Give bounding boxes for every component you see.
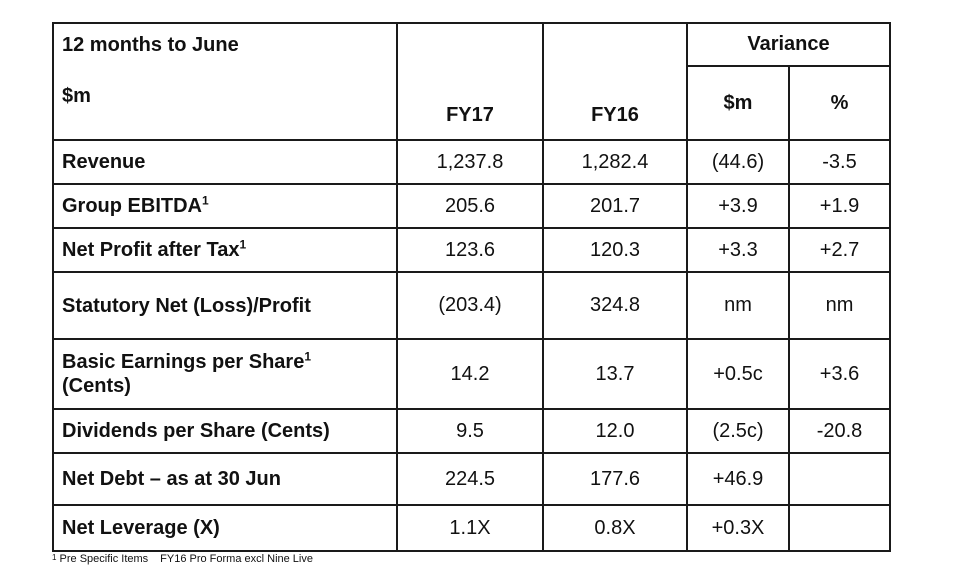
unit-label: $m <box>62 85 91 107</box>
variance-dollar-value: (2.5c) <box>686 408 790 454</box>
period-header-cell: 12 months to June $m <box>52 22 398 141</box>
fy17-value: 205.6 <box>396 183 544 229</box>
table-row: Net Leverage (X) 1.1X 0.8X +0.3X <box>52 504 892 552</box>
table-row: Net Debt – as at 30 Jun 224.5 177.6 +46.… <box>52 452 892 506</box>
row-label: Basic Earnings per Share1 (Cents) <box>52 338 398 410</box>
variance-percent-value: +2.7 <box>787 227 892 273</box>
variance-header: Variance <box>685 22 892 67</box>
fy17-value: 1.1X <box>396 504 544 552</box>
fy16-value: 120.3 <box>542 227 688 273</box>
fy16-value: 1,282.4 <box>542 139 688 185</box>
variance-percent-value: +1.9 <box>787 183 892 229</box>
fy17-value: 224.5 <box>396 452 544 506</box>
row-label: Net Debt – as at 30 Jun <box>52 452 398 506</box>
variance-percent-value: -3.5 <box>787 139 892 185</box>
footnote-text-2: FY16 Pro Forma excl Nine Live <box>160 553 313 565</box>
table-row: Basic Earnings per Share1 (Cents) 14.2 13… <box>52 338 892 410</box>
fy16-value: 13.7 <box>542 338 688 410</box>
table-row: Revenue 1,237.8 1,282.4 (44.6) -3.5 <box>52 139 892 185</box>
table-row: Net Profit after Tax1 123.6 120.3 +3.3 +… <box>52 227 892 273</box>
variance-percent-value: nm <box>787 271 892 340</box>
variance-dollar-value: (44.6) <box>686 139 790 185</box>
financial-summary-table: 12 months to June $m FY17 FY16 Variance … <box>52 22 892 552</box>
table-row: Group EBITDA1 205.6 201.7 +3.9 +1.9 <box>52 183 892 229</box>
footnote-marker: 1 <box>239 237 247 252</box>
footnote: 1 Pre Specific Items FY16 Pro Forma excl … <box>52 553 313 565</box>
footnote-text-1: Pre Specific Items <box>59 553 149 565</box>
variance-dollar-value: +3.3 <box>686 227 790 273</box>
fy16-value: 201.7 <box>542 183 688 229</box>
header-row-1: 12 months to June $m FY17 FY16 Variance <box>52 22 892 141</box>
header-row-2: $m % <box>53 65 892 141</box>
variance-percent-value <box>787 504 892 552</box>
variance-dollar-header: $m <box>686 65 790 141</box>
row-label: Revenue <box>52 139 398 185</box>
fy17-value: 123.6 <box>396 227 544 273</box>
row-label: Net Leverage (X) <box>52 504 398 552</box>
row-label: Dividends per Share (Cents) <box>52 408 398 454</box>
fy16-value: 0.8X <box>542 504 688 552</box>
variance-dollar-value: nm <box>686 271 790 340</box>
row-label: Net Profit after Tax1 <box>52 227 398 273</box>
variance-percent-header: % <box>787 65 892 141</box>
table-row: Dividends per Share (Cents) 9.5 12.0 (2.… <box>52 408 892 454</box>
variance-percent-value: -20.8 <box>787 408 892 454</box>
table-row: Statutory Net (Loss)/Profit (203.4) 324.… <box>52 271 892 340</box>
footnote-marker: 1 <box>304 349 312 364</box>
row-label: Statutory Net (Loss)/Profit <box>52 271 398 340</box>
footnote-marker: 1 <box>202 193 209 208</box>
fy17-value: 9.5 <box>396 408 544 454</box>
row-label: Group EBITDA1 <box>52 183 398 229</box>
variance-dollar-value: +0.5c <box>686 338 790 410</box>
footnote-marker: 1 <box>52 553 57 562</box>
fy17-value: (203.4) <box>396 271 544 340</box>
fy17-header: FY17 <box>396 22 544 141</box>
variance-percent-value: +3.6 <box>787 338 892 410</box>
fy16-value: 12.0 <box>542 408 688 454</box>
fy17-value: 14.2 <box>396 338 544 410</box>
fy17-value: 1,237.8 <box>396 139 544 185</box>
fy16-header: FY16 <box>542 22 688 141</box>
variance-percent-value <box>787 452 892 506</box>
variance-dollar-value: +46.9 <box>686 452 790 506</box>
fy16-value: 324.8 <box>542 271 688 340</box>
fy16-value: 177.6 <box>542 452 688 506</box>
period-label: 12 months to June <box>62 34 239 56</box>
variance-dollar-value: +3.9 <box>686 183 790 229</box>
variance-dollar-value: +0.3X <box>686 504 790 552</box>
